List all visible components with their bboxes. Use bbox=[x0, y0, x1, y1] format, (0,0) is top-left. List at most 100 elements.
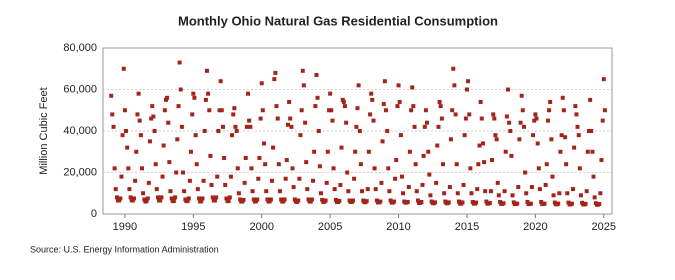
point bbox=[309, 197, 314, 202]
point bbox=[414, 189, 419, 194]
point bbox=[383, 108, 388, 113]
point bbox=[218, 79, 223, 84]
point bbox=[454, 162, 459, 167]
y-tick-label: 80,000 bbox=[63, 42, 97, 54]
point bbox=[357, 129, 362, 133]
point bbox=[269, 178, 274, 183]
point bbox=[333, 197, 338, 202]
point bbox=[413, 162, 418, 167]
point bbox=[146, 180, 151, 185]
point bbox=[177, 60, 182, 65]
point bbox=[447, 185, 452, 190]
point bbox=[281, 199, 286, 204]
point bbox=[130, 198, 135, 203]
point bbox=[544, 162, 549, 167]
point bbox=[187, 178, 192, 183]
point bbox=[564, 162, 569, 167]
point bbox=[380, 139, 385, 144]
point bbox=[203, 97, 208, 102]
point bbox=[318, 191, 323, 196]
point bbox=[478, 99, 483, 104]
point bbox=[151, 114, 156, 119]
point bbox=[412, 124, 417, 129]
point bbox=[242, 180, 247, 185]
point bbox=[246, 91, 251, 96]
point bbox=[475, 187, 480, 192]
point bbox=[468, 166, 473, 171]
point bbox=[558, 149, 563, 154]
point bbox=[248, 124, 253, 129]
point bbox=[150, 104, 155, 109]
point bbox=[289, 124, 294, 129]
point bbox=[601, 77, 606, 82]
point bbox=[600, 118, 605, 123]
point bbox=[344, 120, 349, 125]
point bbox=[138, 133, 143, 138]
point bbox=[276, 162, 281, 167]
point bbox=[575, 124, 580, 129]
point bbox=[372, 166, 377, 171]
point bbox=[493, 133, 498, 138]
point bbox=[249, 166, 254, 171]
point bbox=[285, 122, 290, 127]
point bbox=[340, 97, 345, 102]
point bbox=[545, 118, 550, 123]
point bbox=[452, 83, 457, 88]
point bbox=[446, 200, 451, 205]
point bbox=[208, 153, 213, 158]
point bbox=[435, 143, 440, 148]
point bbox=[482, 160, 487, 165]
point bbox=[536, 166, 541, 171]
point bbox=[154, 187, 159, 192]
point bbox=[563, 135, 568, 140]
point bbox=[219, 108, 224, 113]
point bbox=[572, 145, 577, 150]
point bbox=[275, 116, 280, 121]
point bbox=[207, 108, 212, 113]
point bbox=[522, 124, 527, 129]
point bbox=[247, 118, 252, 123]
point bbox=[490, 158, 495, 163]
point bbox=[342, 104, 347, 109]
point bbox=[501, 201, 506, 206]
point bbox=[283, 176, 288, 181]
point bbox=[467, 112, 472, 117]
point bbox=[371, 118, 376, 123]
point bbox=[305, 187, 310, 192]
point bbox=[346, 189, 351, 194]
point bbox=[159, 195, 164, 200]
point bbox=[264, 189, 269, 194]
point bbox=[235, 166, 240, 171]
point bbox=[142, 197, 147, 202]
point bbox=[464, 87, 469, 92]
point bbox=[255, 197, 260, 202]
point bbox=[422, 124, 427, 129]
point bbox=[533, 112, 538, 117]
point bbox=[466, 79, 471, 84]
y-tick-label: 0 bbox=[91, 208, 97, 220]
point bbox=[597, 202, 602, 207]
point bbox=[158, 198, 163, 203]
point bbox=[308, 199, 313, 204]
point bbox=[339, 145, 344, 150]
point bbox=[233, 124, 238, 129]
point bbox=[428, 193, 433, 198]
point bbox=[153, 162, 158, 167]
point bbox=[290, 166, 295, 171]
point bbox=[185, 198, 190, 203]
point bbox=[317, 164, 322, 169]
point bbox=[436, 124, 441, 129]
point bbox=[175, 137, 180, 142]
point bbox=[126, 166, 131, 171]
point bbox=[401, 191, 406, 196]
point bbox=[585, 149, 590, 154]
point bbox=[395, 104, 400, 109]
point bbox=[224, 196, 229, 201]
point bbox=[590, 149, 595, 154]
point bbox=[539, 199, 544, 204]
point bbox=[358, 162, 363, 167]
point bbox=[147, 139, 152, 144]
point bbox=[510, 193, 515, 198]
x-tick-label: 2010 bbox=[386, 221, 410, 233]
point bbox=[565, 191, 570, 196]
